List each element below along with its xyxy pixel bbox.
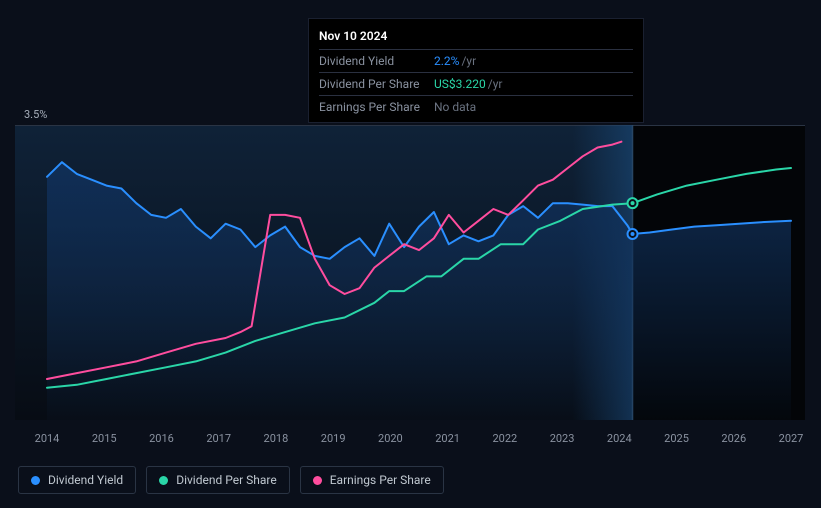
x-tick: 2022 — [492, 432, 517, 445]
chart-tooltip: Nov 10 2024 Dividend Yield 2.2%/yr Divid… — [308, 18, 644, 123]
tooltip-metric-value: US$3.220/yr — [434, 73, 633, 96]
x-tick: 2025 — [664, 432, 689, 445]
tooltip-metric-value: No data — [434, 96, 633, 119]
x-axis: 2014 2015 2016 2017 2018 2019 2020 2021 2022 2023… — [15, 432, 805, 450]
tooltip-row: Dividend Yield 2.2%/yr — [319, 50, 633, 73]
legend-dot-icon — [159, 476, 168, 485]
tooltip-metric-value: 2.2%/yr — [434, 50, 633, 73]
tooltip-table: Dividend Yield 2.2%/yr Dividend Per Shar… — [319, 49, 633, 118]
legend-item-dividend-per-share[interactable]: Dividend Per Share — [146, 466, 290, 494]
legend-label: Dividend Yield — [48, 473, 123, 487]
tooltip-metric-label: Earnings Per Share — [319, 96, 434, 119]
x-tick: 2016 — [149, 432, 174, 445]
x-tick: 2018 — [264, 432, 289, 445]
tooltip-metric-label: Dividend Per Share — [319, 73, 434, 96]
tooltip-unit: /yr — [488, 77, 503, 91]
chart-plot[interactable] — [15, 125, 805, 420]
tooltip-value: No data — [434, 100, 476, 114]
tooltip-row: Dividend Per Share US$3.220/yr — [319, 73, 633, 96]
x-tick: 2015 — [92, 432, 117, 445]
x-tick: 2027 — [779, 432, 804, 445]
tooltip-row: Earnings Per Share No data — [319, 96, 633, 119]
y-axis-max-label: 3.5% — [24, 108, 47, 121]
x-tick: 2017 — [206, 432, 231, 445]
legend-label: Earnings Per Share — [330, 473, 431, 487]
tooltip-metric-label: Dividend Yield — [319, 50, 434, 73]
x-tick: 2026 — [721, 432, 746, 445]
legend-item-earnings-per-share[interactable]: Earnings Per Share — [300, 466, 444, 494]
x-tick: 2020 — [378, 432, 403, 445]
legend-label: Dividend Per Share — [176, 473, 277, 487]
x-tick: 2014 — [35, 432, 60, 445]
legend-dot-icon — [313, 476, 322, 485]
legend-dot-icon — [31, 476, 40, 485]
tooltip-unit: /yr — [461, 54, 476, 68]
tooltip-value: US$3.220 — [434, 77, 486, 91]
x-tick: 2024 — [607, 432, 632, 445]
x-tick: 2021 — [435, 432, 460, 445]
chart-legend: Dividend Yield Dividend Per Share Earnin… — [18, 466, 444, 494]
chart-container: Nov 10 2024 Dividend Yield 2.2%/yr Divid… — [0, 0, 821, 508]
x-tick: 2019 — [321, 432, 346, 445]
legend-item-dividend-yield[interactable]: Dividend Yield — [18, 466, 136, 494]
tooltip-date: Nov 10 2024 — [319, 25, 633, 49]
x-tick: 2023 — [550, 432, 575, 445]
tooltip-value: 2.2% — [434, 54, 459, 68]
